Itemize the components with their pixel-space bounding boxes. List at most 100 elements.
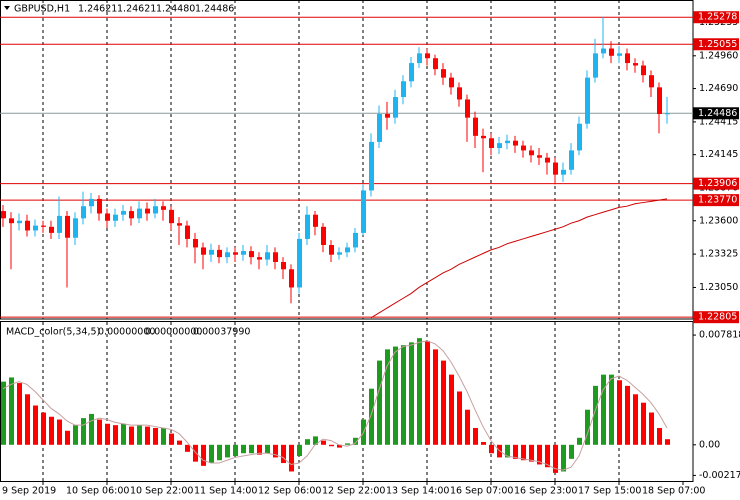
macd-bar	[17, 383, 22, 445]
macd-bar	[465, 409, 470, 445]
candle-body	[513, 140, 518, 146]
candle-body	[169, 209, 174, 224]
macd-bar	[425, 340, 430, 445]
macd-bar	[633, 394, 638, 445]
macd-bar	[121, 423, 126, 445]
macd-bar	[161, 427, 166, 445]
macd-bar	[25, 394, 30, 445]
candle-body	[97, 198, 102, 214]
candle-body	[153, 206, 158, 214]
macd-readout: 0.00000000	[145, 327, 202, 338]
macd-bar	[265, 444, 270, 454]
candle-body	[457, 87, 462, 100]
macd-bar	[345, 443, 350, 445]
candle-body	[57, 215, 62, 233]
macd-bar	[433, 349, 438, 445]
macd-bar	[113, 425, 118, 445]
candle-body	[249, 251, 254, 258]
candle-body	[145, 208, 150, 214]
candle-body	[225, 252, 230, 258]
macd-bar	[49, 416, 54, 445]
candle-body	[321, 226, 326, 246]
x-tick-label: 16 Sep 07:00	[450, 486, 513, 497]
y-tick-label: 1.24145	[699, 149, 738, 160]
macd-bar	[273, 444, 278, 458]
candle-body	[497, 143, 502, 148]
macd-signal	[2, 340, 668, 471]
x-tick-label: 18 Sep 07:00	[642, 486, 705, 497]
macd-bar	[137, 425, 142, 445]
symbol: GBPUSD,H1	[14, 4, 70, 15]
axes: 9 Sep 2019 10 Sep 06:00 10 Sep 22:00 11 Sep…	[2, 11, 740, 497]
x-tick-label: 12 Sep 06:00	[258, 486, 321, 497]
macd-bar	[593, 385, 598, 445]
macd-bar	[609, 374, 614, 445]
macd-bar	[577, 437, 582, 445]
macd-bar	[289, 444, 294, 472]
level-label: 1.23770	[698, 195, 737, 206]
candle-body	[425, 53, 430, 59]
macd-bar	[545, 444, 550, 468]
macd-readout: 0.00037990	[193, 327, 250, 338]
candle-body	[609, 48, 614, 56]
candle-body	[641, 65, 646, 76]
macd-bar	[569, 444, 574, 459]
macd-title: MACD_color(5,34,5)	[6, 327, 100, 338]
candle-body	[593, 53, 598, 78]
macd-bar	[201, 444, 206, 466]
y-tick-label: 1.23325	[699, 249, 738, 260]
candle-body	[81, 206, 86, 219]
macd-bar	[281, 444, 286, 464]
macd-bar	[57, 419, 62, 445]
candle-body	[129, 211, 134, 219]
candle-body	[585, 77, 590, 124]
candle-body	[665, 113, 670, 115]
macd-bar	[305, 439, 310, 445]
candle-body	[9, 218, 14, 224]
level-label-box	[693, 11, 739, 24]
candle-body	[345, 247, 350, 253]
macd-bar	[457, 391, 462, 445]
candle-body	[473, 117, 478, 136]
macd-bar	[1, 381, 6, 445]
macd-panel	[1, 322, 670, 482]
candle-body	[193, 238, 198, 248]
macd-bar	[369, 388, 374, 445]
candle-body	[201, 247, 206, 255]
macd-bar	[385, 349, 390, 445]
candle-body	[209, 249, 214, 255]
macd-bar	[353, 437, 358, 445]
candle-body	[561, 169, 566, 175]
candle-body	[33, 225, 38, 231]
candle-body	[545, 157, 550, 163]
candle-body	[521, 145, 526, 151]
macd-bar	[521, 444, 526, 461]
x-tick-label: 16 Sep 23:00	[514, 486, 577, 497]
candle-body	[385, 114, 390, 118]
candle-body	[553, 162, 558, 175]
macd-bar	[505, 444, 510, 458]
candle-body	[417, 53, 422, 64]
candle-body	[137, 208, 142, 219]
macd-bar	[601, 374, 606, 445]
macd-bar	[553, 444, 558, 473]
macd-bar	[625, 385, 630, 445]
candle-body	[401, 81, 406, 98]
x-tick-label: 12 Sep 22:00	[322, 486, 385, 497]
candle-body	[113, 214, 118, 221]
macd-bar	[169, 433, 174, 445]
candle-body	[1, 211, 6, 219]
candle-body	[657, 87, 662, 115]
macd-bar	[393, 346, 398, 445]
macd-bar	[241, 444, 246, 454]
macd-bar	[329, 444, 334, 447]
candle-body	[41, 225, 46, 227]
macd-bar	[481, 442, 486, 445]
macd-bar	[193, 444, 198, 462]
macd-bar	[9, 377, 14, 445]
macd-bar	[617, 380, 622, 445]
macd-bar	[449, 374, 454, 445]
candle-body	[393, 97, 398, 118]
macd-bar	[177, 440, 182, 445]
